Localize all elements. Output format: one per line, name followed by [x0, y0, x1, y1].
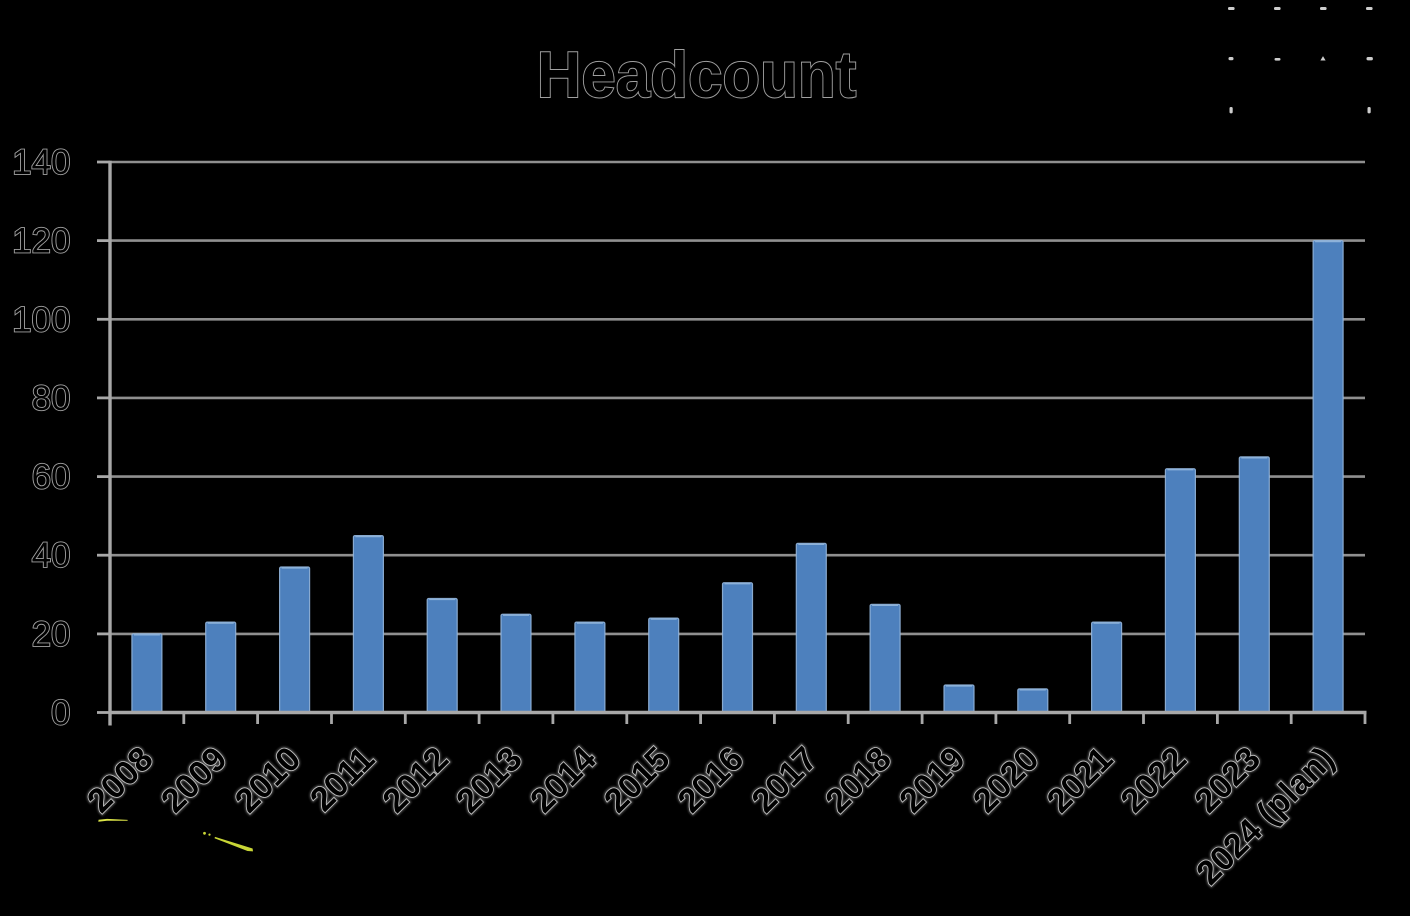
svg-text:80: 80	[32, 379, 71, 418]
svg-text:100: 100	[12, 300, 70, 339]
svg-text:120: 120	[12, 222, 70, 261]
svg-text:60: 60	[32, 458, 71, 497]
svg-text:Headcount: Headcount	[537, 40, 857, 112]
svg-text:20: 20	[32, 615, 71, 654]
svg-text:40: 40	[32, 536, 71, 575]
svg-text:0: 0	[51, 694, 70, 733]
svg-text:140: 140	[12, 143, 70, 182]
